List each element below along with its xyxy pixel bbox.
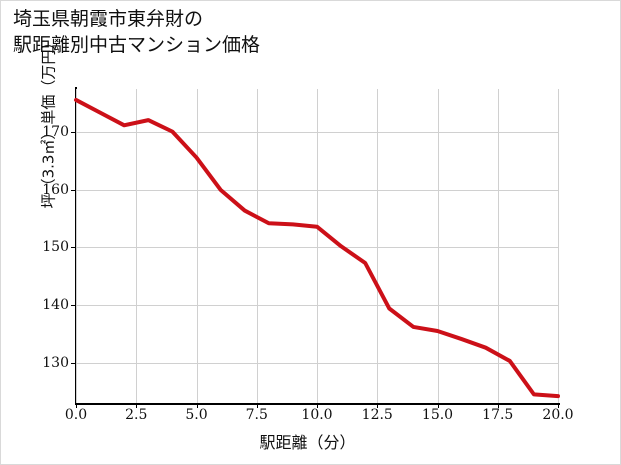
y-tick-label-1: 140 (42, 297, 69, 314)
x-tick-label-4: 10.0 (301, 407, 333, 423)
tick-mark-x-2 (196, 403, 198, 408)
x-axis-label: 駅距離（分） (1, 429, 620, 453)
tick-mark-y-4 (71, 132, 76, 134)
y-tick-label-2: 150 (42, 239, 69, 256)
x-tick-label-6: 15.0 (421, 407, 454, 423)
tick-mark-x-5 (377, 403, 379, 408)
gridline-x-0 (76, 89, 77, 403)
gridline-x-4 (317, 89, 318, 403)
x-tick-label-8: 20.0 (542, 407, 574, 423)
gridline-x-6 (437, 89, 439, 403)
gridline-x-2 (196, 89, 198, 403)
chart-title: 埼玉県朝霞市東弁財の 駅距離別中古マンション価格 (13, 8, 261, 56)
tick-mark-y-0 (71, 362, 76, 364)
plot-area (71, 89, 560, 408)
gridline-x-3 (256, 89, 258, 403)
gridline-x-7 (497, 89, 499, 403)
y-axis-label: 坪（3.3㎡）単価（万円） (39, 34, 58, 209)
x-tick-label-5: 12.5 (361, 407, 393, 423)
line-series (74, 97, 560, 399)
x-tick-label-0: 0.0 (64, 407, 88, 423)
y-tick-label-3: 160 (42, 181, 69, 198)
x-tick-label-2: 5.0 (185, 407, 208, 423)
x-tick-label-1: 2.5 (125, 407, 148, 423)
tick-mark-x-3 (256, 403, 258, 408)
x-tick-label-3: 7.5 (245, 407, 268, 423)
y-tick-label-0: 130 (42, 354, 69, 371)
tick-mark-x-7 (497, 403, 499, 408)
y-tick-label-4: 170 (42, 124, 69, 141)
tick-mark-x-1 (136, 403, 138, 408)
tick-mark-y-3 (71, 189, 76, 191)
gridline-x-5 (377, 89, 379, 403)
tick-mark-y-1 (71, 305, 76, 307)
tick-mark-x-6 (437, 403, 439, 408)
price-line (74, 97, 560, 399)
x-tick-label-7: 17.5 (482, 407, 514, 423)
tick-mark-y-2 (71, 247, 76, 249)
tick-mark-x-8 (558, 403, 559, 408)
gridline-x-1 (136, 89, 138, 403)
gridline-x-8 (558, 89, 559, 403)
x-axis-label-text: 駅距離（分） (259, 433, 356, 452)
tick-mark-x-0 (76, 403, 77, 408)
tick-mark-x-4 (317, 403, 318, 408)
